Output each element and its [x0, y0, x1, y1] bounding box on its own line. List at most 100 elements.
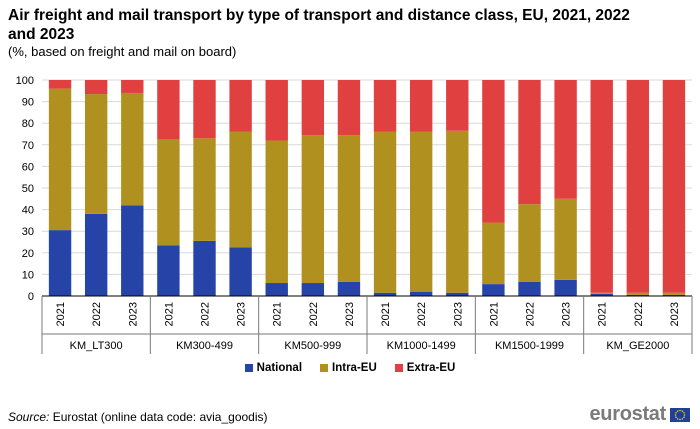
bar-segment-national — [337, 281, 361, 296]
bar-segment-intra-eu — [482, 222, 505, 285]
bar-segment-national — [518, 281, 541, 296]
bar-segment-intra-eu — [662, 292, 686, 295]
bar-segment-extra-eu — [157, 80, 180, 140]
group-label: KM300-499 — [176, 340, 233, 352]
bar-segment-intra-eu — [193, 138, 216, 241]
bar-segment-extra-eu — [84, 80, 108, 95]
bar-segment-extra-eu — [482, 80, 505, 223]
bar-segment-extra-eu — [121, 80, 144, 93]
y-tick-label: 80 — [22, 118, 34, 130]
y-tick-label: 60 — [22, 161, 34, 173]
x-tick-label: 2022 — [525, 302, 537, 326]
y-tick-label: 10 — [22, 269, 34, 281]
y-tick-label: 0 — [28, 291, 34, 303]
bar-segment-extra-eu — [229, 80, 252, 132]
chart-title: Air freight and mail transport by type o… — [8, 7, 630, 43]
x-tick-label: 2023 — [452, 302, 464, 326]
bar-segment-extra-eu — [446, 80, 469, 131]
legend-swatch-intra-eu — [320, 364, 329, 372]
x-tick-label: 2023 — [669, 302, 681, 326]
bar-segment-intra-eu — [48, 88, 72, 231]
bar-segment-extra-eu — [554, 80, 577, 199]
bar-segment-intra-eu — [518, 204, 541, 282]
bar-segment-intra-eu — [301, 135, 325, 284]
legend-item-national: National — [244, 362, 303, 374]
bar-segment-national — [84, 213, 108, 296]
group-label: KM1000-1499 — [387, 340, 456, 352]
y-tick-label: 70 — [22, 140, 34, 152]
bar-segment-extra-eu — [301, 80, 325, 136]
bar-segment-intra-eu — [446, 130, 469, 293]
y-tick-label: 30 — [22, 226, 34, 238]
bar-segment-national — [626, 294, 650, 296]
bar-segment-national — [446, 292, 469, 296]
bar-segment-extra-eu — [518, 80, 541, 205]
bar-segment-extra-eu — [337, 80, 361, 136]
x-tick-label: 2023 — [236, 302, 248, 326]
bar-segment-intra-eu — [84, 94, 108, 214]
x-tick-label: 2023 — [127, 302, 139, 326]
legend-item-intra-eu: Intra-EU — [320, 362, 377, 374]
x-tick-label: 2022 — [633, 302, 645, 326]
chart-subtitle: (%, based on freight and mail on board) — [8, 44, 237, 59]
y-tick-label: 100 — [16, 75, 34, 87]
source-label: Source: — [8, 410, 50, 424]
bar-segment-national — [265, 283, 288, 296]
eu-flag-icon — [670, 407, 690, 422]
eurostat-logo: eurostat — [589, 403, 690, 426]
bar-segment-intra-eu — [409, 131, 433, 292]
y-tick-label: 20 — [22, 248, 34, 260]
bar-segment-intra-eu — [337, 135, 361, 282]
bar-segment-national — [48, 230, 72, 296]
bar-segment-intra-eu — [121, 92, 144, 206]
x-tick-label: 2021 — [272, 302, 284, 326]
group-label: KM_LT300 — [70, 340, 123, 352]
bar-segment-national — [157, 245, 180, 296]
y-tick-label: 40 — [22, 205, 34, 217]
legend-item-extra-eu: Extra-EU — [394, 362, 456, 374]
x-tick-label: 2022 — [416, 302, 428, 326]
bar-segment-national — [482, 284, 505, 296]
legend-label-national: National — [256, 362, 303, 374]
bar-segment-national — [121, 205, 144, 296]
legend-swatch-national — [244, 364, 253, 372]
x-tick-label: 2021 — [55, 302, 67, 326]
legend-label-intra-eu: Intra-EU — [332, 362, 377, 374]
legend-label-extra-eu: Extra-EU — [406, 362, 456, 374]
source-text: Eurostat (online data code: avia_goodis) — [49, 410, 268, 424]
bar-segment-extra-eu — [373, 80, 397, 132]
bar-segment-extra-eu — [265, 80, 288, 141]
bar-segment-extra-eu — [193, 80, 216, 139]
bar-segment-intra-eu — [626, 292, 650, 295]
x-tick-label: 2022 — [200, 302, 212, 326]
x-tick-label: 2021 — [488, 302, 500, 326]
bar-segment-intra-eu — [590, 292, 613, 294]
bar-segment-national — [301, 283, 325, 296]
y-tick-label: 50 — [22, 183, 34, 195]
x-tick-label: 2022 — [91, 302, 103, 326]
bar-segment-intra-eu — [373, 131, 397, 293]
bar-segment-extra-eu — [48, 80, 72, 89]
bar-segment-extra-eu — [590, 80, 613, 293]
bar-segment-intra-eu — [554, 198, 577, 280]
stacked-bar-chart: 0 10 20 30 40 50 60 70 80 90 100 2021 2022 2023 2021 20… — [16, 75, 693, 354]
bar-segment-national — [662, 294, 686, 296]
bar-segment-intra-eu — [265, 140, 288, 284]
group-label: KM1500-1999 — [495, 340, 564, 352]
bar-segment-national — [554, 279, 577, 296]
bar-segment-intra-eu — [229, 131, 252, 248]
legend: National Intra-EU Extra-EU — [0, 362, 700, 374]
x-tick-label: 2023 — [344, 302, 356, 326]
bar-segment-extra-eu — [662, 80, 686, 293]
x-tick-label: 2022 — [308, 302, 320, 326]
y-tick-label: 90 — [22, 97, 34, 109]
bar-segment-intra-eu — [157, 139, 180, 246]
bar-segment-national — [193, 240, 216, 296]
bar-segment-national — [590, 293, 613, 296]
x-tick-label: 2021 — [380, 302, 392, 326]
group-label: KM_GE2000 — [606, 340, 669, 352]
x-tick-label: 2021 — [163, 302, 175, 326]
group-label: KM500-999 — [284, 340, 341, 352]
logo-text: eurostat — [589, 403, 666, 425]
bar-segment-extra-eu — [626, 80, 650, 293]
